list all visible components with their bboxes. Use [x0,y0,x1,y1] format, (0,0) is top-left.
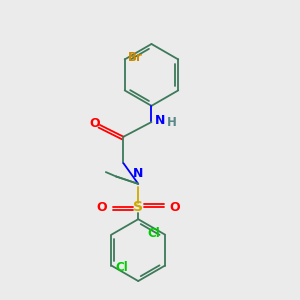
Text: O: O [89,117,100,130]
Text: N: N [155,114,165,127]
Text: N: N [133,167,143,180]
Text: S: S [133,200,143,214]
Text: Cl: Cl [148,227,161,240]
Text: H: H [167,116,177,128]
Text: O: O [169,201,180,214]
Text: O: O [97,201,107,214]
Text: Cl: Cl [116,260,129,274]
Text: Br: Br [128,52,143,64]
